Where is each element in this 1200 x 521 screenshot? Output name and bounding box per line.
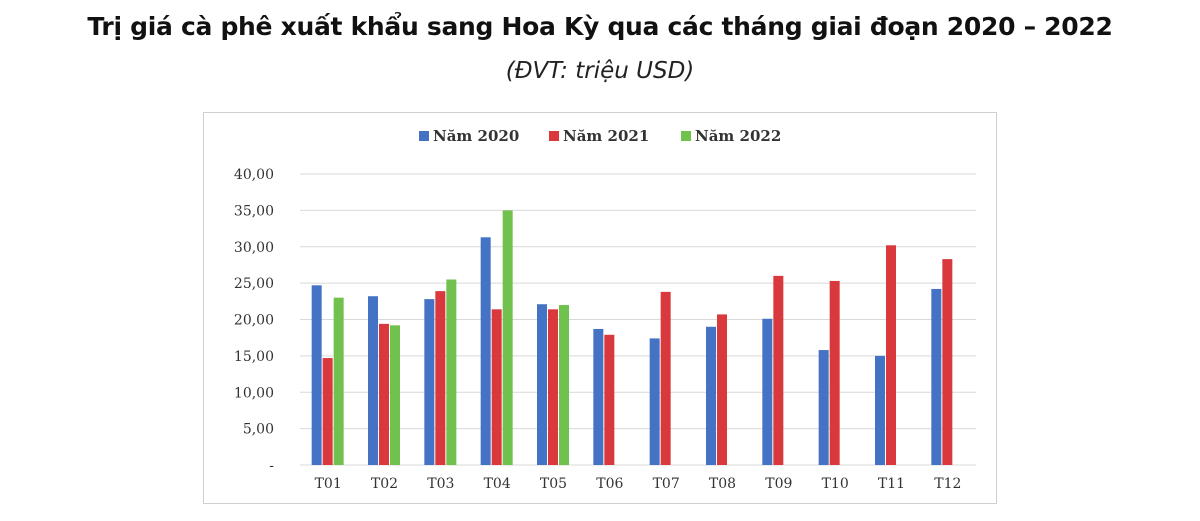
y-tick-label: 35,00 (234, 203, 274, 219)
bar-năm-2020-t06 (593, 328, 604, 465)
x-tick-label: T12 (934, 476, 961, 492)
legend-swatch (549, 131, 559, 141)
bar-năm-2020-t10 (818, 350, 829, 465)
x-tick-label: T09 (765, 476, 792, 492)
bar-năm-2021-t08 (717, 314, 727, 465)
bar-năm-2022-t01 (333, 297, 344, 465)
x-tick-label: T05 (540, 476, 567, 492)
y-tick-label: 25,00 (234, 276, 274, 292)
unit-subtitle: (ĐVT: triệu USD) (505, 58, 695, 84)
x-tick-label: T03 (427, 476, 454, 492)
bar-năm-2021-t07 (660, 291, 671, 465)
bar-năm-2020-t07 (649, 338, 660, 465)
y-tick-label: 10,00 (234, 385, 274, 401)
bar-năm-2022-t03 (446, 279, 457, 465)
bar-năm-2022-t04 (502, 210, 513, 465)
y-tick-label: 5,00 (243, 422, 274, 438)
bar-năm-2020-t05 (537, 304, 547, 465)
bar-năm-2021-t11 (886, 245, 896, 465)
y-tick-label: 40,00 (234, 167, 274, 183)
legend-swatch (419, 131, 429, 141)
bar-năm-2021-t03 (435, 291, 446, 465)
y-axis: - 5,00 10,00 15,00 20,00 25,00 30,00 35,00 40,00 (234, 167, 274, 474)
bar-năm-2020-t04 (480, 237, 491, 465)
x-tick-label: T04 (484, 476, 511, 492)
y-tick-label: - (269, 458, 274, 474)
bar-năm-2021-t01 (322, 358, 333, 465)
bar-chart: Năm 2020 Năm 2021 Năm 2022 - 5,00 10,00 15,00… (234, 127, 976, 492)
bar-năm-2021-t10 (829, 280, 840, 465)
legend-label: Năm 2021 (563, 127, 649, 145)
bar-năm-2020-t01 (311, 285, 322, 465)
chart-gridlines (300, 173, 976, 466)
bar-năm-2021-t02 (379, 323, 389, 465)
bar-năm-2022-t02 (390, 325, 400, 465)
bar-năm-2020-t08 (706, 326, 716, 465)
chart-legend: Năm 2020 Năm 2021 Năm 2022 (419, 127, 781, 145)
chart-bars (311, 210, 953, 465)
x-tick-label: T11 (878, 476, 905, 492)
bar-năm-2021-t06 (604, 334, 615, 465)
x-tick-label: T06 (596, 476, 623, 492)
bar-năm-2020-t11 (875, 355, 885, 465)
legend-label: Năm 2020 (433, 127, 519, 145)
bar-năm-2020-t03 (424, 299, 435, 465)
bar-năm-2022-t05 (559, 304, 569, 465)
x-axis: T01 T02 T03 T04 T05 T06 T07 T08 T09 T10 T11 T12 (315, 476, 962, 492)
legend-swatch (681, 131, 691, 141)
x-tick-label: T01 (315, 476, 342, 492)
bar-năm-2021-t05 (548, 309, 558, 465)
x-tick-label: T08 (709, 476, 736, 492)
page-title: Trị giá cà phê xuất khẩu sang Hoa Kỳ qua… (87, 12, 1113, 41)
bar-năm-2021-t04 (491, 309, 502, 465)
y-tick-label: 30,00 (234, 240, 274, 256)
x-tick-label: T07 (653, 476, 680, 492)
chart-container: Năm 2020 Năm 2021 Năm 2022 - 5,00 10,00 15,00… (203, 112, 997, 504)
bar-năm-2021-t12 (942, 259, 953, 465)
bar-năm-2021-t09 (773, 275, 784, 465)
bar-năm-2020-t09 (762, 318, 773, 465)
legend-label: Năm 2022 (695, 127, 781, 145)
bar-năm-2020-t12 (931, 288, 942, 465)
x-tick-label: T10 (822, 476, 849, 492)
y-tick-label: 15,00 (234, 349, 274, 365)
y-tick-label: 20,00 (234, 313, 274, 329)
x-tick-label: T02 (371, 476, 398, 492)
bar-năm-2020-t02 (368, 296, 378, 465)
